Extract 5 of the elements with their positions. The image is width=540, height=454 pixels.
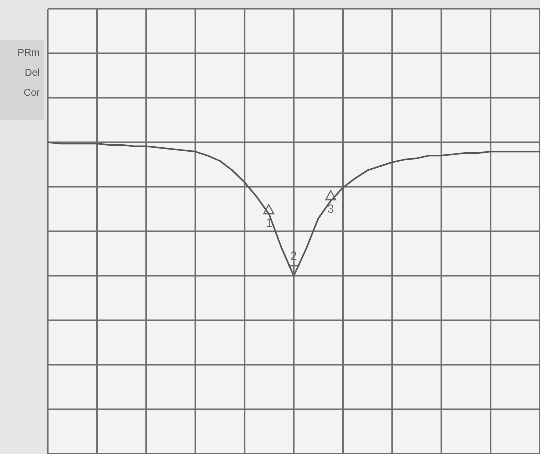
- annotation: 3: [328, 202, 334, 216]
- text: PRm: [18, 48, 40, 60]
- text: Del: [24, 68, 40, 80]
- annotation: 1: [266, 216, 273, 230]
- text: Cor: [24, 88, 40, 100]
